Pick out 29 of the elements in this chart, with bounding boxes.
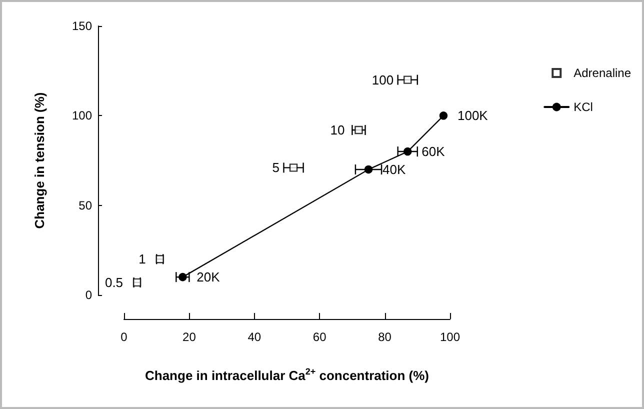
y-tick-label: 150: [72, 19, 92, 33]
x-tick-label: 80: [378, 330, 392, 344]
x-tick-label: 60: [312, 330, 327, 344]
annotation: 100: [372, 72, 394, 88]
y-tick-label: 100: [72, 108, 92, 123]
x-tick-label: 0: [120, 330, 128, 344]
legend-label: Adrenaline: [574, 66, 632, 80]
legend-label: KCl: [574, 100, 593, 114]
point: [404, 76, 412, 84]
annotation: 20K: [196, 270, 220, 285]
point: [404, 147, 412, 156]
annotation: 10: [330, 122, 345, 138]
point: [178, 272, 187, 282]
x-tick-label: 40: [248, 330, 262, 344]
point: [354, 126, 363, 134]
y-tick-label: 50: [78, 198, 92, 212]
annotation: 60K: [422, 144, 446, 160]
annotation: 0.5: [104, 274, 124, 290]
y-tick-label: 0: [85, 288, 92, 302]
annotation: 5: [272, 160, 280, 176]
point: [439, 112, 448, 120]
y-axis-title: Change in tension (%): [32, 92, 47, 229]
annotation: 100K: [457, 108, 488, 124]
x-tick-label: 20: [182, 330, 196, 344]
annotation: 40K: [382, 162, 406, 177]
point: [289, 164, 298, 172]
annotation: 1: [138, 252, 146, 267]
x-tick-label: 100: [440, 330, 460, 344]
point: [364, 165, 373, 174]
